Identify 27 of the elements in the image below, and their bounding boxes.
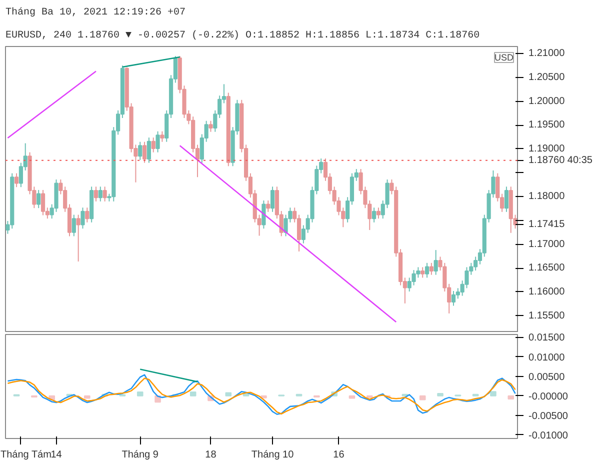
y-tick-label: 1.20000: [528, 96, 566, 107]
y-tick-label: 1.16000: [528, 286, 566, 298]
y-tick-label: 1.15500: [528, 310, 566, 322]
chart-subtitle: EURUSD, 240 1.18760 ▼ -0.00257 (-0.22%) O:1.18852 H:1.18856 L:1.18734 C:1.18760: [6, 30, 480, 42]
y-tick-label: 1.21000: [528, 48, 566, 60]
y-tick-label: 0.01500: [528, 332, 566, 344]
y-tick-label: 1.16500: [528, 262, 566, 274]
y-tick-label: 1.18000: [528, 191, 566, 202]
y-tick-label: 1.20500: [528, 72, 566, 83]
y-tick-label: -0.01000: [528, 430, 568, 442]
y-tick-label: 0.01000: [528, 352, 566, 364]
y-tick-label: -0.00000: [528, 391, 568, 402]
chart-title: Tháng Ba 10, 2021 12:19:26 +07: [6, 6, 186, 18]
y-tick-label: 1.17000: [528, 238, 566, 250]
x-tick-label: 14: [50, 450, 62, 460]
x-tick-label: 16: [333, 450, 345, 460]
ref-line-label: 1.18760 40:35: [528, 154, 593, 166]
y-tick-label: 1.19500: [528, 120, 566, 131]
x-tick-label: Tháng 10: [251, 450, 294, 460]
y-tick-label: 1.17415: [528, 219, 566, 230]
y-axis-title: USD: [494, 52, 514, 62]
x-tick-label: Tháng Tám: [0, 450, 52, 460]
y-tick-label: 1.19000: [528, 143, 566, 154]
y-tick-label: 0.00500: [528, 372, 566, 383]
x-tick-label: 18: [205, 450, 217, 460]
x-tick-label: Tháng 9: [122, 450, 159, 460]
y-tick-label: -0.00500: [528, 410, 568, 422]
